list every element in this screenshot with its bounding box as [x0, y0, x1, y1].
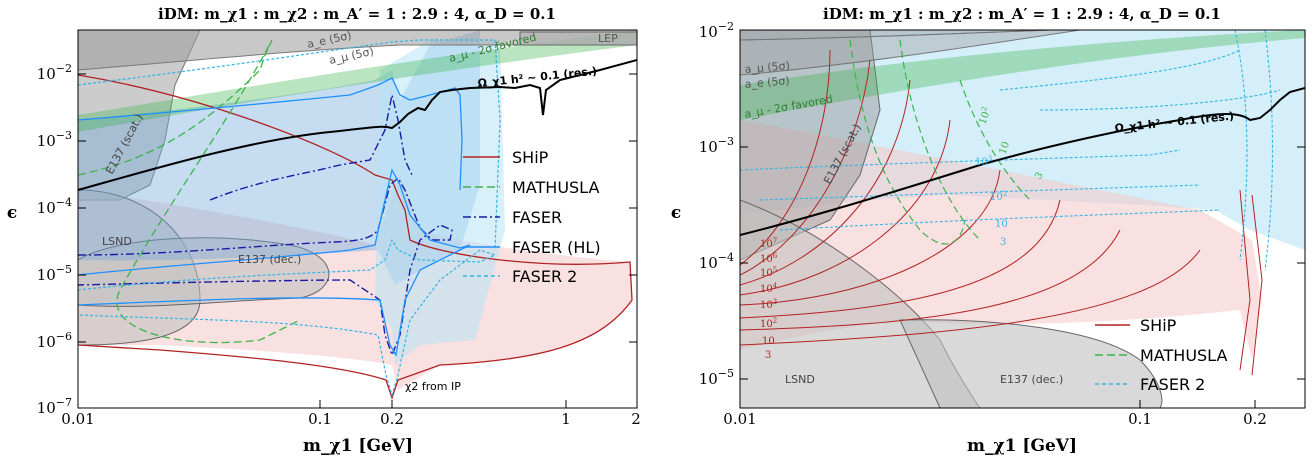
mathusla-contour-10: 10 — [997, 140, 1012, 156]
left-panel: iDM: m_χ1 : m_χ2 : m_A′ = 1 : 2.9 : 4, α… — [7, 5, 641, 456]
right-ann-e137-dec: E137 (dec.) — [1000, 373, 1063, 386]
left-xtick-1: 0.01 — [61, 410, 94, 428]
ship-contour-10: 10 — [762, 336, 775, 347]
right-e137-dec-region — [899, 319, 1163, 408]
left-relic-line — [78, 59, 637, 191]
right-mathusla-contour-labels: 102 10 3 — [976, 105, 1046, 181]
right-legend-faser2-label: FASER 2 — [1140, 375, 1205, 394]
left-amu-band — [78, 30, 637, 132]
left-ytick-1: 10−2 — [37, 62, 72, 83]
right-legend-ship-label: SHiP — [1140, 316, 1177, 335]
right-xlabel: m_χ1 [GeV] — [967, 436, 1077, 456]
left-title: iDM: m_χ1 : m_χ2 : m_A′ = 1 : 2.9 : 4, α… — [158, 5, 556, 23]
left-ann-lsnd: LSND — [102, 235, 132, 248]
left-ytick-5: 10−6 — [37, 330, 72, 351]
right-ytick-4: 10−5 — [699, 367, 734, 388]
right-axes-frame — [739, 29, 1306, 409]
ship-contour-3: 3 — [765, 350, 771, 361]
left-ytick-2: 10−3 — [37, 129, 72, 150]
left-ylabel: ϵ — [7, 203, 17, 223]
left-faserhl-line-upper — [78, 77, 463, 191]
right-ylabel: ϵ — [671, 203, 681, 223]
left-mathusla-line — [78, 39, 301, 344]
left-xlabel: m_χ1 [GeV] — [303, 436, 413, 456]
left-yticks — [77, 73, 637, 408]
left-legend-mathusla-label: MATHUSLA — [512, 178, 599, 197]
right-legend: SHiP MATHUSLA FASER 2 — [1095, 316, 1227, 394]
left-legend: SHiP MATHUSLA FASER FASER (HL) FASER 2 — [463, 148, 601, 286]
left-faser-line — [78, 176, 453, 357]
faser2-contour-3: 3 — [1000, 237, 1006, 248]
left-ship-line — [78, 74, 633, 401]
left-xtick-4: 1 — [561, 410, 571, 428]
left-xtick-5: 2 — [631, 410, 641, 428]
faser2-contour-10: 10 — [995, 219, 1008, 230]
left-axes-frame — [77, 29, 638, 409]
right-ticks — [740, 146, 1305, 408]
left-faser-line-upper — [209, 94, 413, 201]
right-ytick-2: 10−3 — [699, 135, 734, 156]
right-mathusla-contours — [849, 39, 1031, 245]
right-ytick-1: 10−2 — [699, 20, 734, 41]
left-ann-e137-dec: E137 (dec.) — [238, 253, 301, 266]
right-ship-contours — [740, 49, 1263, 376]
left-legend-faserhl-label: FASER (HL) — [512, 238, 601, 257]
left-ann-lep: LEP — [598, 32, 618, 45]
left-lep-band — [519, 31, 637, 46]
right-xtick-3: 0.2 — [1243, 410, 1267, 428]
left-ann-chi2: χ2 from IP — [405, 380, 461, 393]
right-amu-5s-band — [740, 30, 1081, 76]
left-faser2-region — [375, 40, 505, 365]
left-legend-ship-label: SHiP — [512, 148, 549, 167]
right-faser2-contours — [740, 30, 1281, 271]
left-faser2-line — [78, 238, 497, 398]
right-plot-area — [740, 30, 1305, 408]
right-amu-band — [740, 30, 1305, 120]
right-xtick-2: 0.1 — [1128, 410, 1152, 428]
right-panel: iDM: m_χ1 : m_χ2 : m_A′ = 1 : 2.9 : 4, α… — [671, 5, 1306, 456]
right-ann-lsnd: LSND — [785, 373, 815, 386]
left-legend-faser-label: FASER — [512, 208, 562, 227]
right-xtick-1: 0.01 — [723, 410, 756, 428]
right-ann-amu: a_μ (5σ) — [744, 59, 790, 76]
left-ae-band — [78, 30, 637, 71]
right-e137-scat-region — [740, 30, 881, 261]
right-ann-ae: a_e (5σ) — [744, 74, 790, 91]
right-ytick-3: 10−4 — [699, 251, 734, 272]
left-plot-area — [78, 30, 637, 401]
left-ytick-3: 10−4 — [37, 196, 72, 217]
left-xtick-2: 0.1 — [308, 410, 332, 428]
right-relic-line — [740, 87, 1305, 236]
left-ytick-4: 10−5 — [37, 263, 72, 284]
right-legend-mathusla-label: MATHUSLA — [1140, 346, 1227, 365]
left-faser2-line-upper — [78, 39, 501, 251]
right-title: iDM: m_χ1 : m_χ2 : m_A′ = 1 : 2.9 : 4, α… — [823, 5, 1221, 23]
left-xtick-3: 0.2 — [380, 410, 404, 428]
left-legend-faser2-label: FASER 2 — [512, 267, 577, 286]
mathusla-contour-3: 3 — [1033, 170, 1046, 181]
